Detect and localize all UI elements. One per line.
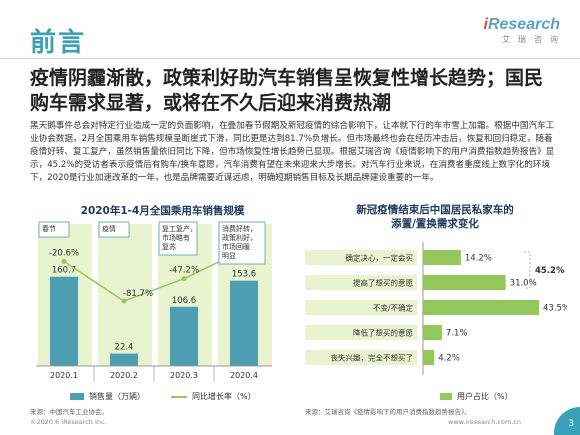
legend-line-swatch bbox=[171, 395, 187, 398]
annotation-text: 复苏 bbox=[162, 242, 176, 251]
growth-rate-label: -47.2% bbox=[169, 266, 199, 276]
category-label: 不变/不确定 bbox=[373, 303, 414, 313]
category-label-bg bbox=[305, 300, 417, 315]
right-chart-legend: 用户占比（%） bbox=[440, 391, 513, 402]
share-bar bbox=[423, 325, 442, 340]
legend-line-label: 同比增长率（%） bbox=[192, 392, 256, 401]
share-bar bbox=[423, 275, 506, 290]
share-bar bbox=[423, 350, 435, 365]
share-bar bbox=[423, 250, 461, 265]
right-source: 来源：艾瑞咨询《疫情影响下的用户消费指数趋势报告》。 bbox=[305, 408, 471, 416]
sales-bar bbox=[110, 353, 138, 366]
sales-value-label: 153.6 bbox=[232, 270, 256, 280]
category-label-bg bbox=[305, 325, 417, 340]
growth-rate-label: -20.6% bbox=[49, 248, 79, 258]
purchase-intent-chart: 确定决心，一定会买 14.2% 提高了想买的意愿 31.0% 不变/不确定 43.5% 降低… bbox=[305, 242, 567, 375]
sales-value-label: 106.6 bbox=[172, 296, 196, 306]
right-chart-title-line2: 添置/置换需求变化 bbox=[391, 218, 479, 230]
annotation-text: 疫情 bbox=[102, 224, 116, 233]
annotation-box bbox=[38, 221, 70, 238]
headline: 疫情阴霾渐散，政策利好助汽车销售呈恢复性增长趋势；国民购车需求显著，或将在不久后… bbox=[30, 67, 544, 114]
legend-share-swatch bbox=[440, 393, 452, 400]
website-url: www.iresearch.com.cn bbox=[448, 418, 522, 426]
legend-bar-swatch bbox=[70, 393, 84, 400]
annotation-text: 政策利好， bbox=[222, 233, 257, 242]
logo-text: Research bbox=[487, 16, 560, 33]
annotation-text: 消费好转， bbox=[222, 224, 257, 233]
category-shade bbox=[98, 224, 152, 366]
legend-share-label: 用户占比（%） bbox=[457, 392, 513, 401]
left-source: 来源：中国汽车工业协会。 bbox=[30, 408, 108, 416]
annotation-text: 复工复产， bbox=[162, 224, 197, 233]
annotation-text: 市场回暖 bbox=[222, 242, 250, 251]
annotation-box bbox=[98, 221, 130, 238]
share-value-label: 14.2% bbox=[465, 254, 492, 264]
sales-volume-chart: 160.7 2020.1 22.4 2020.2 106.6 2020.3 153.6 202… bbox=[36, 221, 272, 382]
sales-bar bbox=[50, 276, 78, 366]
left-chart-title: 2020年1-4月全国乘用车销售规模 bbox=[80, 205, 245, 217]
x-tick-label: 2020.4 bbox=[230, 371, 258, 380]
x-tick-label: 2020.1 bbox=[50, 371, 78, 380]
copyright: ©2020.6 iResearch Inc. bbox=[30, 418, 107, 426]
bracket-line bbox=[524, 251, 531, 289]
page-number: 3 bbox=[554, 407, 580, 435]
iresearch-logo: iResearch 艾瑞咨询 bbox=[484, 16, 561, 45]
logo-subtitle: 艾瑞咨询 bbox=[502, 35, 566, 44]
x-tick-label: 2020.2 bbox=[110, 371, 138, 380]
page-title: 前言 bbox=[30, 28, 87, 58]
annotation-text: 春节 bbox=[42, 224, 56, 233]
right-chart-title: 新冠疫情结束后中国居民私家车的 添置/置换需求变化 bbox=[310, 203, 560, 231]
title-divider bbox=[0, 58, 580, 59]
sales-bar bbox=[170, 306, 198, 366]
category-label: 丧失兴趣，完全不想买了 bbox=[331, 353, 414, 363]
growth-rate-point bbox=[61, 258, 67, 264]
x-tick-label: 2020.3 bbox=[170, 371, 198, 380]
body-paragraph: 黑天鹅事件总会对特定行业造成一定的负面影响，在叠加春节假期及新冠疫情的综合影响下… bbox=[30, 121, 555, 184]
annotation-text: 市场略有 bbox=[162, 233, 190, 242]
growth-rate-line bbox=[63, 249, 245, 302]
growth-rate-point bbox=[121, 298, 127, 304]
category-label: 降低了想买的意愿 bbox=[353, 328, 413, 338]
share-bar bbox=[423, 300, 539, 315]
annotation-box bbox=[218, 221, 266, 265]
growth-rate-point bbox=[181, 276, 187, 282]
growth-rate-label: -81.7% bbox=[123, 289, 153, 299]
category-label-bg bbox=[305, 250, 417, 265]
sales-bar bbox=[230, 280, 258, 366]
right-chart-title-line1: 新冠疫情结束后中国居民私家车的 bbox=[356, 204, 514, 216]
share-value-label: 7.1% bbox=[446, 329, 468, 339]
category-label-bg bbox=[305, 350, 417, 365]
sales-value-label: 22.4 bbox=[115, 343, 134, 353]
sales-value-label: 160.7 bbox=[52, 266, 76, 276]
left-chart-legend: 销售量（万辆） 同比增长率（%） bbox=[70, 391, 256, 402]
annotation-box bbox=[158, 221, 198, 256]
bracket-label: 45.2% bbox=[535, 266, 565, 276]
logo-i: i bbox=[483, 16, 488, 33]
legend-bar-label: 销售量（万辆） bbox=[89, 392, 145, 401]
share-value-label: 31.0% bbox=[510, 279, 537, 289]
category-label: 确定决心，一定会买 bbox=[346, 253, 414, 263]
annotation-text: 明显 bbox=[222, 252, 236, 260]
share-value-label: 43.5% bbox=[543, 304, 567, 314]
category-label: 提高了想买的意愿 bbox=[353, 278, 413, 288]
category-label-bg bbox=[305, 275, 417, 290]
share-value-label: 4.2% bbox=[438, 354, 460, 364]
